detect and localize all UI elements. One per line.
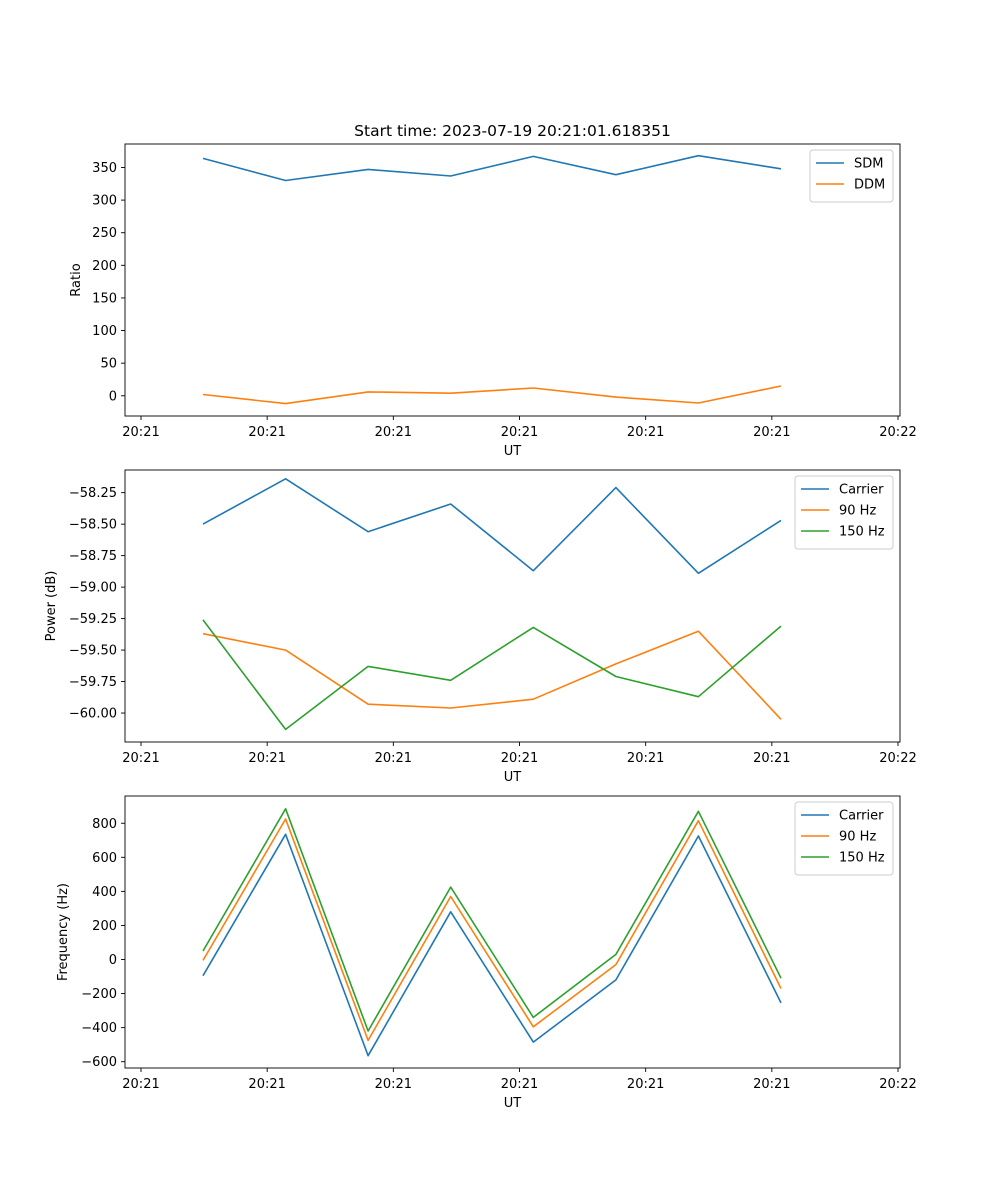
x-tick-label: 20:22 [879, 425, 916, 440]
y-axis-label: Frequency (Hz) [56, 883, 71, 981]
panels: 20:21 20:21 20:21 20:21 20:21 20:21 20:22 UT 0 50… [44, 143, 917, 1111]
y-tick-label: −600 [81, 1055, 117, 1070]
y-tick-label: −58.50 [69, 518, 117, 533]
legend: Carrier 90 Hz 150 Hz [794, 801, 894, 876]
y-tick-label: 600 [92, 851, 117, 866]
x-tick-label: 20:21 [375, 751, 412, 766]
y-tick-label: −59.00 [69, 581, 117, 596]
x-tick-label: 20:21 [122, 1077, 159, 1092]
legend-entry: 150 Hz [839, 851, 885, 866]
legend-entry: SDM [854, 157, 883, 172]
y-tick-label: −200 [81, 987, 117, 1002]
x-axis-label: UT [504, 770, 522, 785]
x-tick-label: 20:21 [248, 751, 285, 766]
y-tick-label: −58.25 [69, 486, 117, 501]
series-line-sdm [202, 154, 782, 182]
x-tick-label: 20:21 [122, 751, 159, 766]
x-tick-label: 20:21 [753, 1077, 790, 1092]
x-tick-label: 20:21 [627, 751, 664, 766]
y-tick-label: −60.00 [69, 707, 117, 722]
figure-title: Start time: 2023-07-19 20:21:01.618351 [354, 122, 671, 140]
y-tick-label: 300 [92, 194, 117, 209]
legend-entry: DDM [854, 178, 885, 193]
y-tick-label: 800 [92, 817, 117, 832]
axes-frame [124, 469, 901, 743]
panel-2: 20:21 20:21 20:21 20:21 20:21 20:21 20:22 UT −60… [44, 469, 917, 785]
y-tick-label: −400 [81, 1021, 117, 1036]
x-tick-label: 20:21 [501, 425, 538, 440]
legend: SDM DDM [809, 149, 894, 203]
x-tick-label: 20:21 [122, 425, 159, 440]
y-tick-label: 0 [109, 953, 117, 968]
y-tick-label: 350 [92, 161, 117, 176]
series-line-150-hz [202, 807, 782, 1032]
y-tick-label: 200 [92, 259, 117, 274]
series-line-150-hz [202, 619, 782, 731]
x-tick-label: 20:21 [501, 1077, 538, 1092]
y-tick-label: −59.25 [69, 612, 117, 627]
y-tick-label: 50 [100, 357, 117, 372]
series-line-90-hz [202, 818, 782, 1042]
axes-frame [124, 795, 901, 1069]
panel-1: 20:21 20:21 20:21 20:21 20:21 20:21 20:22 UT 0 50… [69, 143, 917, 459]
y-tick-label: −59.50 [69, 644, 117, 659]
y-tick-label: 400 [92, 885, 117, 900]
y-tick-label: 250 [92, 226, 117, 241]
x-tick-label: 20:21 [627, 425, 664, 440]
legend-entry: 90 Hz [839, 504, 876, 519]
x-tick-label: 20:21 [501, 751, 538, 766]
series-line-carrier [202, 833, 782, 1057]
x-tick-label: 20:21 [248, 1077, 285, 1092]
x-tick-label: 20:21 [375, 425, 412, 440]
x-tick-label: 20:21 [627, 1077, 664, 1092]
series-line-ddm [202, 385, 782, 405]
x-tick-label: 20:22 [879, 751, 916, 766]
y-axis-label: Power (dB) [44, 571, 59, 642]
panel-3: 20:21 20:21 20:21 20:21 20:21 20:21 20:22 UT −60… [56, 795, 917, 1111]
legend: Carrier 90 Hz 150 Hz [794, 475, 894, 550]
y-tick-label: 200 [92, 919, 117, 934]
x-tick-label: 20:22 [879, 1077, 916, 1092]
x-axis-label: UT [504, 444, 522, 459]
x-tick-label: 20:21 [753, 425, 790, 440]
y-tick-label: 0 [109, 389, 117, 404]
legend-entry: Carrier [839, 483, 884, 498]
legend-entry: 90 Hz [839, 830, 876, 845]
y-tick-label: 100 [92, 324, 117, 339]
x-axis-label: UT [504, 1096, 522, 1111]
series-line-carrier [202, 477, 782, 575]
legend-entry: Carrier [839, 809, 884, 824]
series-line-90-hz [202, 630, 782, 720]
y-tick-label: −59.75 [69, 675, 117, 690]
x-tick-label: 20:21 [753, 751, 790, 766]
x-tick-label: 20:21 [248, 425, 285, 440]
y-axis-label: Ratio [69, 263, 84, 296]
x-tick-label: 20:21 [375, 1077, 412, 1092]
legend-entry: 150 Hz [839, 525, 885, 540]
axes-frame [124, 143, 901, 417]
y-tick-label: 150 [92, 291, 117, 306]
y-tick-label: −58.75 [69, 549, 117, 564]
